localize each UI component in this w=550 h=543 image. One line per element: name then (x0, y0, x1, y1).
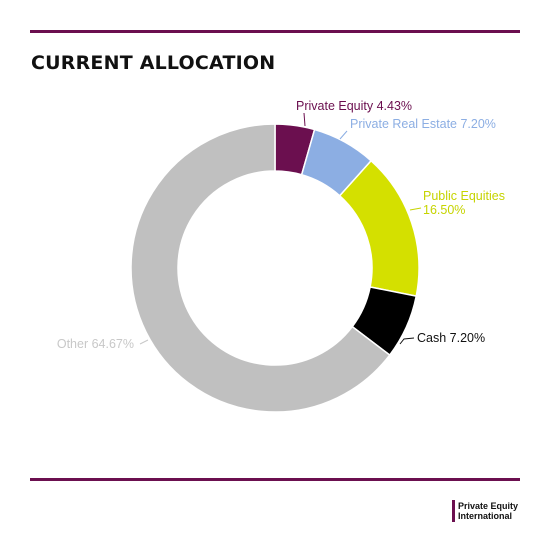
logo-text-line1: Private Equity (458, 501, 519, 511)
leader-line-private-equity (303, 112, 306, 127)
leader-line-cash (399, 337, 415, 345)
logo-text-line2: International (458, 511, 513, 521)
slice-other (130, 123, 391, 413)
slice-label-private-real-estate: Private Real Estate 7.20% (350, 117, 496, 131)
leader-line-public-equities (409, 207, 422, 211)
slice-label-other: Other 64.67% (57, 337, 134, 351)
leader-line-private-real-estate (339, 130, 348, 140)
slice-label-cash: Cash 7.20% (417, 331, 485, 345)
slice-label-public-equities: Public Equities 16.50% (423, 189, 505, 217)
chart-title: CURRENT ALLOCATION (31, 52, 276, 74)
leader-line-other (139, 339, 149, 345)
bottom-rule (30, 478, 520, 481)
logo-bar (452, 500, 455, 522)
top-rule (30, 30, 520, 33)
slice-label-private-equity: Private Equity 4.43% (296, 99, 412, 113)
